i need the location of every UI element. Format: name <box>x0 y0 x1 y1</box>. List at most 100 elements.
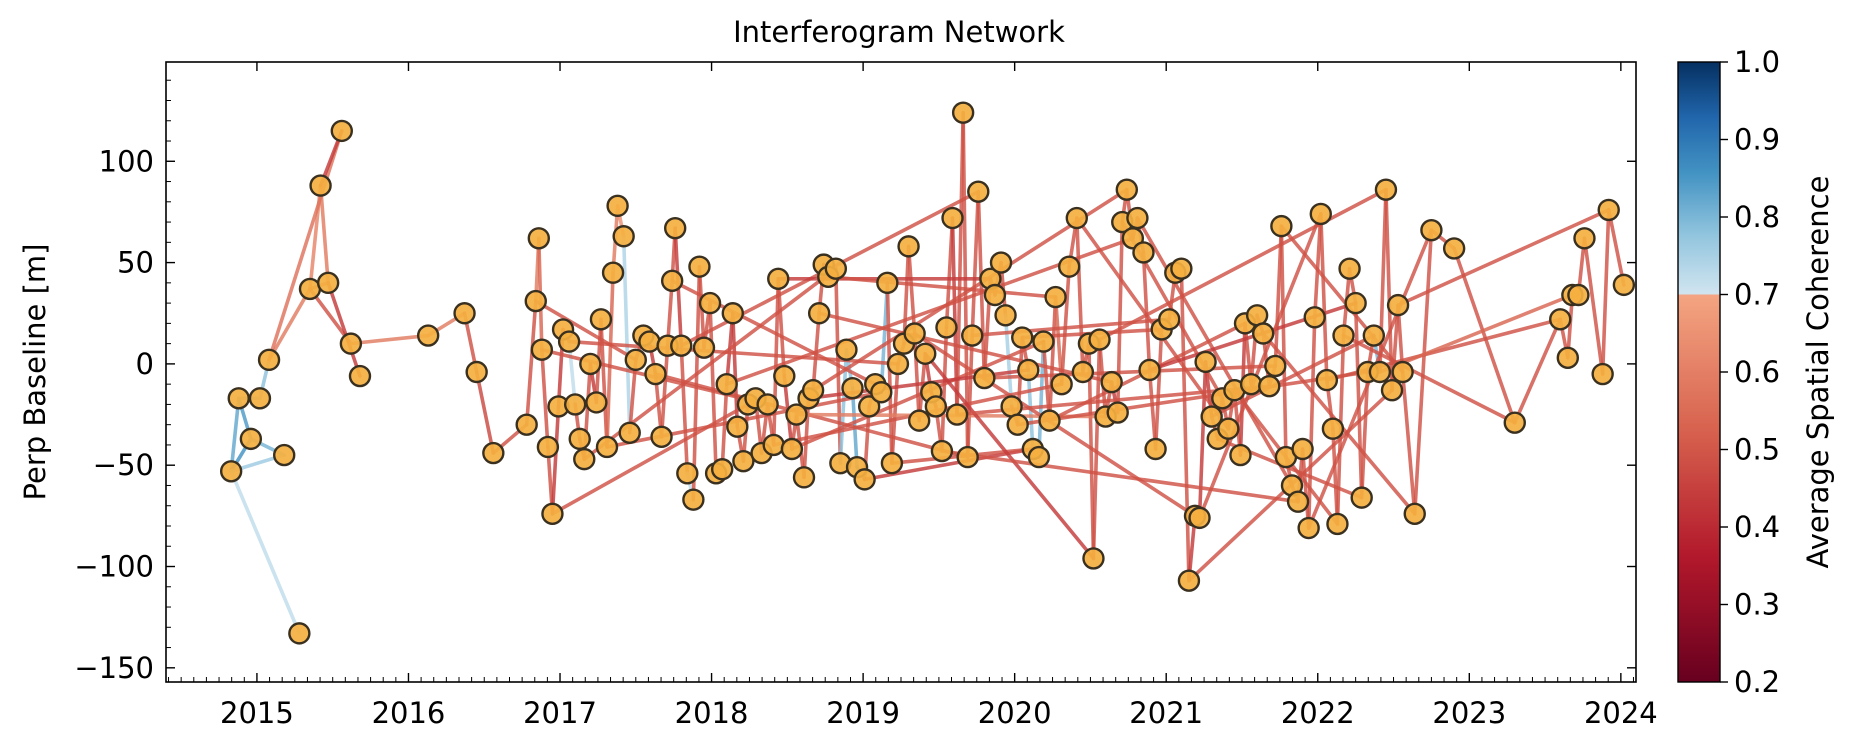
acquisition-point <box>1251 322 1275 345</box>
colorbar: 1.0 0.9 0.8 0.7 0.6 0.5 0.4 0.3 0.2 Average Spat… <box>1677 45 1835 699</box>
acquisition-point <box>1245 304 1269 327</box>
acquisition-point <box>527 227 551 250</box>
acquisition-point <box>1291 437 1314 461</box>
acquisition-point <box>1170 257 1193 280</box>
interferogram-edge <box>902 244 911 346</box>
acquisition-point <box>1309 202 1332 226</box>
acquisition-point <box>773 364 796 388</box>
interferogram-edge <box>621 234 632 435</box>
interferogram-edge <box>1197 212 1323 520</box>
interferogram-edge <box>1047 295 1058 423</box>
acquisition-point <box>1403 502 1426 526</box>
interferogram-edge <box>1141 250 1152 372</box>
acquisition-point <box>870 381 893 404</box>
interferogram-edge <box>679 343 690 476</box>
interferogram-edge <box>1412 228 1434 516</box>
interferogram-edge <box>1318 212 1329 382</box>
acquisition-point <box>515 413 538 436</box>
acquisition-point <box>1549 308 1572 331</box>
acquisition-point <box>880 451 904 475</box>
acquisition-point <box>650 425 673 449</box>
acquisition-point <box>1138 358 1161 382</box>
acquisition-point <box>807 302 831 325</box>
interferogram-edge <box>1606 208 1626 287</box>
acquisition-point <box>1065 206 1088 230</box>
interferogram-edge <box>730 311 740 429</box>
acquisition-point <box>1126 206 1149 230</box>
acquisition-point <box>1050 372 1073 396</box>
y-tick-label: 50 <box>117 246 154 280</box>
acquisition-point <box>1027 445 1051 469</box>
acquisition-point <box>924 395 948 418</box>
acquisition-point <box>1038 409 1061 432</box>
interferogram-edge <box>533 299 638 362</box>
acquisition-point <box>1338 257 1361 280</box>
acquisition-point <box>935 316 958 339</box>
acquisition-point <box>612 225 635 248</box>
acquisition-point <box>756 393 779 416</box>
x-tick-label: 2024 <box>1584 696 1658 730</box>
acquisition-point <box>792 466 816 489</box>
colorbar-tick-label: 0.2 <box>1734 665 1780 699</box>
interferogram-edge <box>817 311 1114 384</box>
x-tick-label: 2017 <box>523 696 597 730</box>
y-tick-label: 100 <box>99 144 154 178</box>
x-tick-label: 2021 <box>1129 696 1203 730</box>
acquisition-point <box>536 435 560 459</box>
acquisition-point <box>1344 291 1367 315</box>
acquisition-point <box>721 302 744 325</box>
y-tick-label: −50 <box>93 448 154 482</box>
colorbar-tick-label: 0.5 <box>1734 433 1780 467</box>
x-tick-label: 2018 <box>675 696 749 730</box>
interferogram-edge <box>826 274 1058 299</box>
interferogram-edge <box>1400 370 1417 516</box>
acquisition-point <box>1088 328 1111 351</box>
interferogram-edge <box>550 404 561 516</box>
acquisition-point <box>541 502 564 526</box>
interferogram-edge <box>267 129 344 362</box>
acquisition-point <box>568 427 591 451</box>
acquisition-point <box>1442 237 1466 260</box>
acquisition-point <box>1303 306 1326 329</box>
acquisition-point <box>914 342 937 365</box>
acquisition-point <box>951 101 975 124</box>
interferogram-edge <box>720 382 729 472</box>
acquisition-point <box>1420 218 1443 242</box>
interferogram-edge <box>1135 216 1294 488</box>
x-tick-label: 2019 <box>826 696 900 730</box>
interferogram-edge <box>1452 246 1517 425</box>
acquisition-point <box>692 336 716 359</box>
acquisition-point <box>762 433 785 457</box>
acquisition-point <box>618 421 641 444</box>
acquisition-point <box>606 194 629 218</box>
acquisition-point <box>219 460 243 483</box>
interferogram-edge <box>605 270 615 449</box>
interferogram-edge <box>790 339 1046 451</box>
acquisition-point <box>1391 360 1414 384</box>
interferogram-edge <box>1359 370 1370 500</box>
interferogram-edge <box>1512 317 1563 425</box>
acquisition-point <box>1132 241 1155 264</box>
interferogram-edge <box>1306 315 1317 530</box>
acquisition-point <box>660 269 684 293</box>
x-tick-label: 2020 <box>978 696 1052 730</box>
acquisition-point <box>956 445 979 469</box>
acquisition-point <box>841 377 864 400</box>
acquisition-point <box>1217 417 1240 440</box>
colorbar-tick-label: 0.7 <box>1734 278 1780 312</box>
acquisition-point <box>698 291 722 315</box>
acquisition-point <box>1258 374 1281 398</box>
acquisition-point <box>624 348 647 372</box>
acquisition-point <box>1071 360 1095 384</box>
acquisition-point <box>1326 512 1349 536</box>
interferogram-edge <box>1059 264 1072 386</box>
acquisition-point <box>857 395 881 418</box>
acquisition-point <box>1188 506 1211 530</box>
acquisition-points <box>219 101 1636 645</box>
acquisition-point <box>1362 324 1386 347</box>
acquisition-point <box>1332 324 1355 347</box>
acquisition-point <box>316 271 340 295</box>
acquisition-point <box>339 332 363 355</box>
acquisition-point <box>482 441 505 465</box>
acquisition-point <box>1044 285 1067 309</box>
